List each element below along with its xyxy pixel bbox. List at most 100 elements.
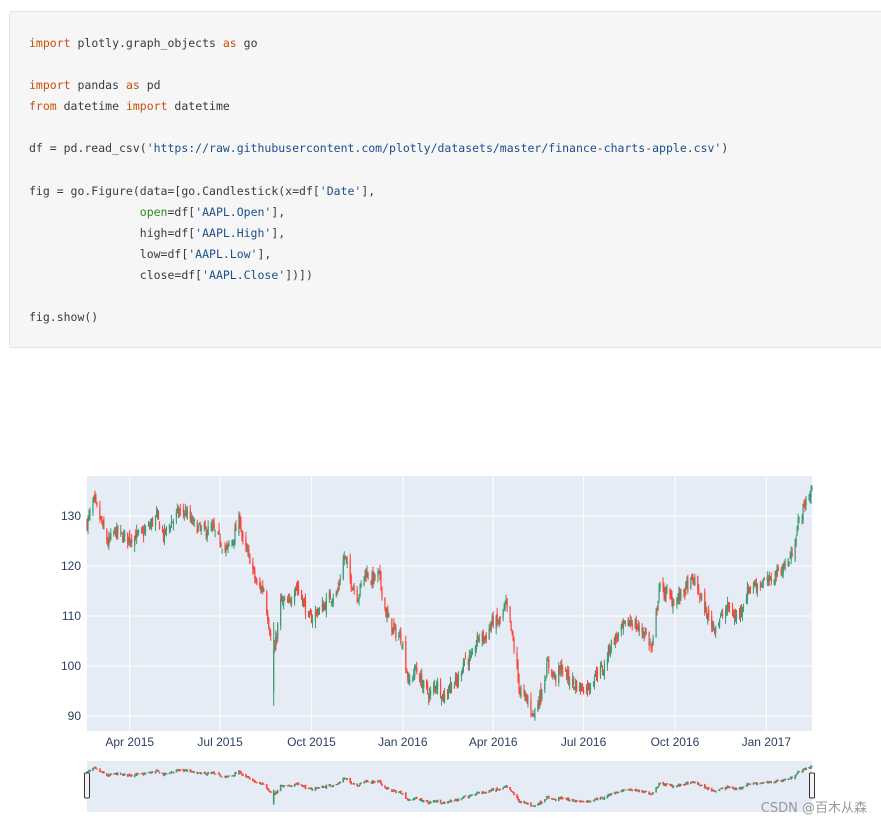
candle-body — [669, 589, 671, 596]
candle-body — [199, 526, 201, 528]
code-token: 'AAPL.Open' — [195, 204, 272, 219]
candle-body — [352, 587, 354, 591]
candle — [221, 548, 223, 554]
candle-body — [148, 526, 151, 528]
candle — [738, 608, 741, 620]
candle-body — [699, 596, 701, 598]
candle-body — [629, 619, 631, 623]
candle — [337, 581, 339, 593]
candle — [379, 564, 381, 581]
candle — [711, 610, 713, 633]
candle — [402, 641, 404, 651]
y-tick-label: 130 — [61, 509, 81, 523]
candle — [352, 585, 354, 591]
candle-body — [455, 676, 458, 682]
candle — [492, 611, 494, 629]
candle — [687, 574, 689, 594]
candle — [137, 529, 139, 537]
candle-body — [581, 683, 584, 692]
candle-body — [587, 683, 590, 690]
candle — [323, 602, 325, 611]
candle — [171, 521, 174, 523]
candle — [274, 639, 276, 653]
candle-body — [692, 577, 694, 580]
candle-body — [448, 687, 451, 689]
candle — [212, 519, 214, 532]
candle-body — [165, 526, 168, 531]
candle-body — [787, 559, 789, 567]
candle-body — [537, 704, 539, 711]
candle-body — [253, 567, 255, 570]
code-token: fig = go.Figure(data=[go.Candlestick(x=d… — [29, 183, 320, 198]
candle-body — [726, 603, 729, 610]
candle-body — [414, 666, 416, 677]
candle-body — [498, 619, 500, 623]
candle-body — [233, 540, 235, 544]
candle-body — [316, 611, 319, 616]
candle-body — [631, 623, 633, 627]
candle — [622, 618, 624, 635]
code-token: import — [29, 36, 71, 50]
candle — [446, 688, 449, 700]
candle — [99, 500, 101, 523]
candle-body — [224, 547, 226, 550]
candle-body — [796, 527, 798, 536]
candle-body — [322, 603, 324, 612]
candle-body — [435, 686, 438, 690]
code-token: ], — [257, 246, 272, 261]
candle-body — [509, 606, 511, 622]
candle-body — [156, 513, 159, 516]
code-token: 'https://raw.githubusercontent.com/plotl… — [146, 141, 722, 156]
candle — [211, 518, 213, 533]
code-token: ], — [361, 183, 376, 198]
candle — [213, 517, 215, 530]
candle — [427, 680, 429, 695]
candle-body — [295, 585, 298, 588]
candle-body — [241, 531, 243, 536]
candle-body — [177, 508, 179, 515]
candle — [656, 606, 658, 616]
candle-body — [235, 525, 237, 532]
candle-body — [290, 601, 293, 603]
candle — [574, 686, 576, 691]
candle — [294, 586, 297, 597]
candle — [609, 645, 611, 658]
candle — [113, 529, 115, 537]
candle-body — [658, 588, 660, 600]
code-line: close=df['AAPL.Close'])]) — [29, 268, 313, 282]
candle-body — [602, 671, 605, 675]
candle — [561, 659, 563, 676]
candle-body — [694, 577, 696, 586]
candle-body — [450, 682, 453, 691]
range-slider-right-handle[interactable] — [809, 772, 815, 799]
candle-body — [662, 581, 664, 587]
candle — [164, 528, 167, 536]
candle-body — [559, 665, 561, 670]
candle — [440, 696, 443, 706]
candle — [115, 527, 117, 538]
candle — [724, 605, 727, 625]
candle-body — [394, 626, 396, 628]
candle-body — [579, 683, 581, 692]
candle-body — [678, 592, 680, 600]
candle — [643, 631, 645, 642]
candle-body — [624, 620, 626, 624]
candle — [544, 675, 546, 694]
candle-body — [189, 510, 191, 520]
candle — [789, 551, 791, 560]
candle — [297, 580, 300, 596]
candle-body — [753, 582, 755, 586]
code-content: import plotly.graph_objects as go import… — [29, 33, 728, 328]
candle-body — [547, 661, 549, 663]
candle — [651, 641, 653, 653]
candle — [245, 531, 247, 553]
candle — [718, 621, 720, 628]
candle-body — [366, 571, 368, 578]
range-slider-left-handle[interactable] — [84, 772, 90, 799]
candle — [719, 618, 721, 629]
range-slider[interactable] — [84, 761, 815, 812]
candle — [484, 634, 486, 643]
candle — [701, 593, 703, 602]
candle — [92, 497, 94, 517]
candle — [497, 619, 499, 625]
